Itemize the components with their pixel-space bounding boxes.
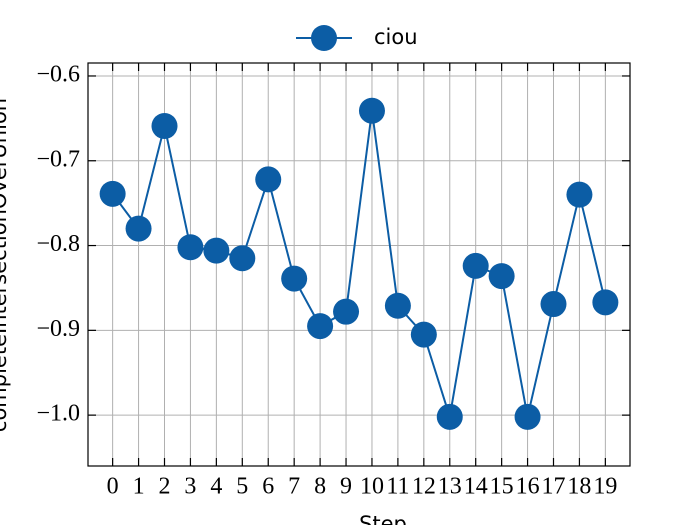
x-tick-label: 15 — [490, 474, 514, 500]
x-tick-label: 4 — [210, 474, 222, 500]
marker — [514, 403, 541, 430]
y-tick-label: −0.7 — [36, 146, 80, 172]
x-tick-label: 5 — [236, 474, 248, 500]
marker — [540, 291, 567, 318]
y-tick-label: −0.9 — [36, 316, 80, 342]
y-tick-label: −0.6 — [36, 61, 80, 87]
x-tick-label: 14 — [464, 474, 488, 500]
x-tick-label: 13 — [438, 474, 462, 500]
marker — [307, 313, 334, 340]
marker — [592, 289, 619, 316]
marker — [384, 292, 411, 319]
x-tick-label: 2 — [159, 474, 171, 500]
x-tick-label: 17 — [541, 474, 565, 500]
y-tick-label: −0.8 — [36, 231, 80, 257]
marker — [177, 234, 204, 261]
x-tick-label: 0 — [107, 474, 119, 500]
x-tick-label: 7 — [288, 474, 300, 500]
x-tick-label: 8 — [314, 474, 326, 500]
x-tick-label: 9 — [340, 474, 352, 500]
marker — [358, 97, 385, 124]
x-tick-label: 3 — [184, 474, 196, 500]
marker — [99, 180, 126, 207]
plot-frame — [87, 62, 631, 467]
x-tick-label: 18 — [567, 474, 591, 500]
marker — [281, 265, 308, 292]
x-tick-label: 11 — [386, 474, 409, 500]
legend-marker — [311, 25, 337, 51]
marker — [203, 237, 230, 264]
x-tick-label: 16 — [516, 474, 540, 500]
x-axis-label: Step — [359, 512, 407, 525]
marker — [566, 181, 593, 208]
x-tick-label: 1 — [133, 474, 145, 500]
y-axis-label: completeIntersectionOverUnion — [0, 98, 11, 432]
marker — [333, 298, 360, 325]
marker — [125, 215, 152, 242]
line — [111, 110, 607, 418]
marker — [488, 263, 515, 290]
marker — [436, 403, 463, 430]
x-tick-label: 6 — [262, 474, 274, 500]
legend-label: ciou — [374, 25, 418, 49]
marker — [462, 252, 489, 279]
x-tick-label: 19 — [593, 474, 617, 500]
marker — [410, 321, 437, 348]
marker — [229, 245, 256, 272]
x-tick-label: 12 — [412, 474, 436, 500]
marker — [151, 112, 178, 139]
y-tick-label: −1.0 — [36, 401, 80, 427]
x-tick-label: 10 — [360, 474, 384, 500]
marker — [255, 166, 282, 193]
